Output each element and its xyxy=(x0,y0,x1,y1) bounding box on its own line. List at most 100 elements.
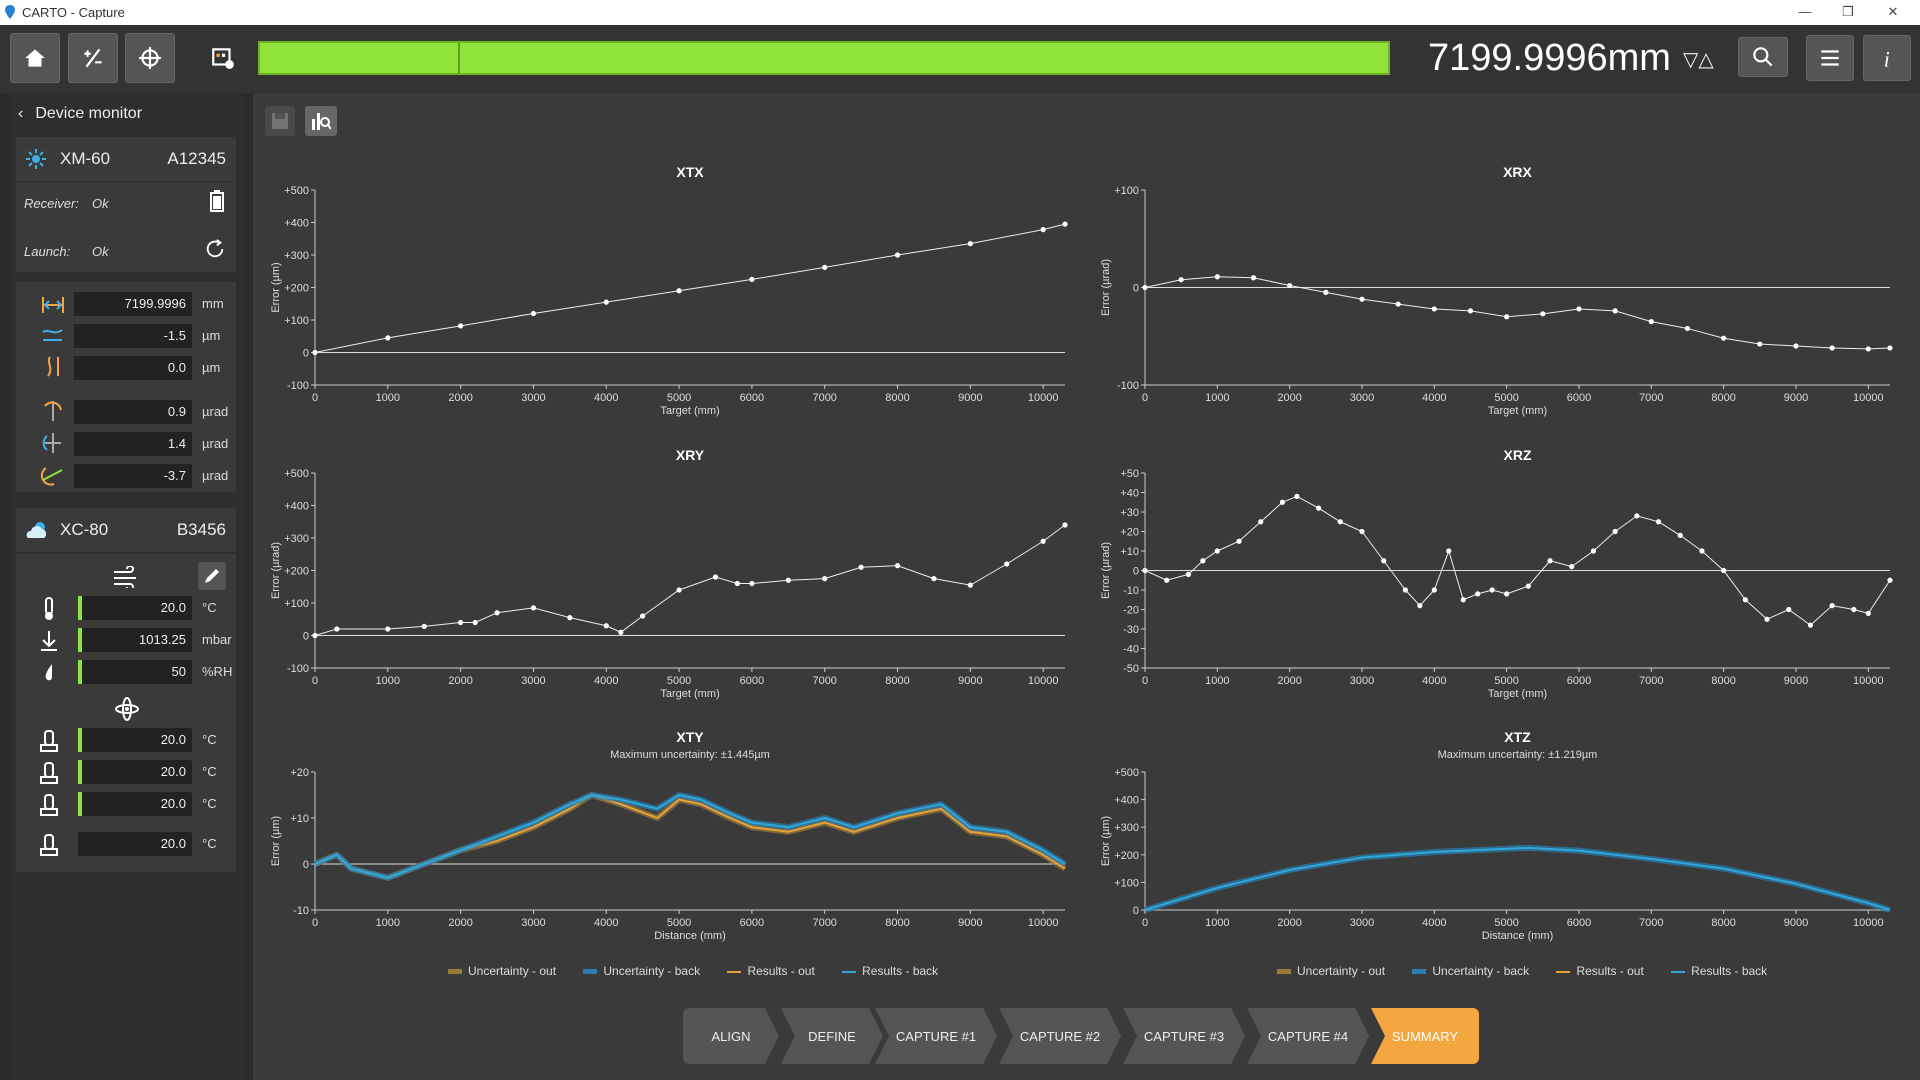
xrz-data-point xyxy=(1525,583,1531,589)
step-capture-1[interactable]: CAPTURE #1 xyxy=(875,1008,997,1064)
xrx-data-point xyxy=(1576,306,1582,312)
step-capture-3[interactable]: CAPTURE #3 xyxy=(1123,1008,1245,1064)
xtx-x-tick-label: 6000 xyxy=(740,392,764,404)
xtz-title: XTZ xyxy=(1504,729,1531,745)
xry-data-point xyxy=(603,623,609,629)
material-temp-2-unit: °C xyxy=(202,764,217,779)
info-button[interactable]: i xyxy=(1863,35,1911,81)
step-capture-4[interactable]: CAPTURE #4 xyxy=(1247,1008,1369,1064)
xry-data-point xyxy=(334,626,340,632)
xtx-x-axis-label: Target (mm) xyxy=(660,405,719,417)
xrz-x-axis-label: Target (mm) xyxy=(1488,688,1547,700)
xtx-x-tick-label: 9000 xyxy=(958,392,982,404)
xty-x-tick-label: 7000 xyxy=(812,917,836,929)
xtx-x-tick-label: 7000 xyxy=(812,392,836,404)
xrx-x-tick-label: 7000 xyxy=(1639,392,1663,404)
maximize-button[interactable]: ❐ xyxy=(1842,4,1854,19)
device-monitor-header[interactable]: ‹ Device monitor xyxy=(18,105,142,123)
home-button[interactable] xyxy=(10,33,60,83)
xrx-y-axis-label: Error (µrad) xyxy=(1100,259,1112,316)
xty-series-results-back xyxy=(314,794,1066,879)
xty-x-tick-label: 8000 xyxy=(885,917,909,929)
material-temp-1-unit: °C xyxy=(202,732,217,747)
xtz-x-tick-label: 10000 xyxy=(1853,917,1884,929)
xtz-x-tick-label: 3000 xyxy=(1350,917,1374,929)
legend-results-out: Results - out xyxy=(1556,964,1644,978)
xry-data-point xyxy=(458,619,464,626)
linear-unit: mm xyxy=(202,296,224,311)
yaw-icon xyxy=(40,467,63,486)
minimize-button[interactable]: — xyxy=(1798,4,1812,19)
xtx-data-point xyxy=(822,264,828,270)
xty-x-tick-label: 9000 xyxy=(958,917,982,929)
xrz-x-tick-label: 8000 xyxy=(1711,675,1735,687)
xtx-y-tick-label: +500 xyxy=(284,185,309,197)
direction-arrows[interactable]: ▽△ xyxy=(1683,49,1714,71)
xtz-series-results-back xyxy=(1144,846,1891,911)
roll-icon xyxy=(44,401,62,421)
xrx-x-axis-label: Target (mm) xyxy=(1488,405,1547,417)
analysis-button[interactable] xyxy=(305,106,337,136)
step-capture-2[interactable]: CAPTURE #2 xyxy=(999,1008,1121,1064)
xrx-data-point xyxy=(1467,308,1474,314)
legend-uncertainty-back: Uncertainty - back xyxy=(1412,964,1529,978)
xrx-x-tick-label: 8000 xyxy=(1711,392,1735,404)
xrz-data-point xyxy=(1236,538,1242,544)
xry-x-tick-label: 9000 xyxy=(958,675,982,687)
progress-marker xyxy=(458,43,460,73)
plus-minus-button[interactable] xyxy=(68,33,118,83)
xrz-data-point xyxy=(1590,548,1597,554)
xrx-y-tick-label: +100 xyxy=(1114,185,1139,197)
xrx-x-tick-label: 0 xyxy=(1142,392,1148,404)
save-button[interactable] xyxy=(265,106,295,136)
legend-results-out: Results - out xyxy=(727,964,815,978)
xtx-x-tick-label: 2000 xyxy=(448,392,472,404)
xrz-data-point xyxy=(1489,587,1495,593)
toolbar: 7199.9996mm ▽△ i xyxy=(0,25,1920,93)
xrz-data-point xyxy=(1460,597,1466,603)
xrx-x-tick-label: 5000 xyxy=(1494,392,1518,404)
xtx-x-tick-label: 0 xyxy=(312,392,318,404)
xrz-y-tick-label: -30 xyxy=(1123,624,1139,636)
xtx-y-axis-label: Error (µm) xyxy=(270,262,282,312)
receiver-status: Ok xyxy=(92,196,109,211)
refresh-icon[interactable] xyxy=(204,238,226,260)
target-button[interactable] xyxy=(125,33,175,83)
xty-subtitle: Maximum uncertainty: ±1.445µm xyxy=(610,749,770,761)
chevron-left-icon: ‹ xyxy=(18,105,24,122)
xrz-data-point xyxy=(1431,587,1437,593)
xty-y-tick-label: +10 xyxy=(290,813,309,825)
menu-button[interactable] xyxy=(1806,35,1854,81)
receiver-label: Receiver: xyxy=(24,196,79,211)
xry-data-point xyxy=(785,577,791,583)
xry-data-point xyxy=(421,623,427,629)
zoom-button[interactable] xyxy=(1738,37,1788,77)
capture-settings-button[interactable] xyxy=(198,33,248,83)
step-define[interactable]: DEFINE xyxy=(781,1008,883,1064)
step-summary[interactable]: SUMMARY xyxy=(1371,1008,1479,1064)
xrx-data-point xyxy=(1250,275,1257,281)
close-button[interactable]: ✕ xyxy=(1887,4,1899,19)
material-temp-4-value: 20.0 xyxy=(78,832,192,856)
xrx-data-point xyxy=(1359,296,1365,302)
xrx-data-point xyxy=(1540,311,1546,317)
pressure-icon xyxy=(41,631,57,651)
xtx-data-point xyxy=(312,349,318,356)
linear-value: 7199.9996 xyxy=(74,292,192,316)
xrz-y-tick-label: +40 xyxy=(1120,488,1139,500)
step-align[interactable]: ALIGN xyxy=(683,1008,779,1064)
xry-x-tick-label: 2000 xyxy=(448,675,472,687)
plus-minus-icon xyxy=(84,48,102,68)
weather-cloud-icon xyxy=(26,522,47,538)
xry-y-tick-label: +100 xyxy=(284,598,309,610)
xry-data-point xyxy=(967,582,973,588)
xry-data-point xyxy=(312,632,318,639)
edit-button[interactable] xyxy=(198,562,226,590)
material-temp-4-unit: °C xyxy=(202,836,217,851)
xty-legend: Uncertainty - out Uncertainty - back Res… xyxy=(448,964,938,978)
crosshair-icon xyxy=(139,47,161,69)
title-bar: CARTO - Capture — ❐ ✕ xyxy=(0,0,1920,25)
yaw-value: -3.7 xyxy=(74,464,192,488)
xrz-y-tick-label: +10 xyxy=(1120,546,1139,558)
capture-settings-icon xyxy=(212,48,234,69)
